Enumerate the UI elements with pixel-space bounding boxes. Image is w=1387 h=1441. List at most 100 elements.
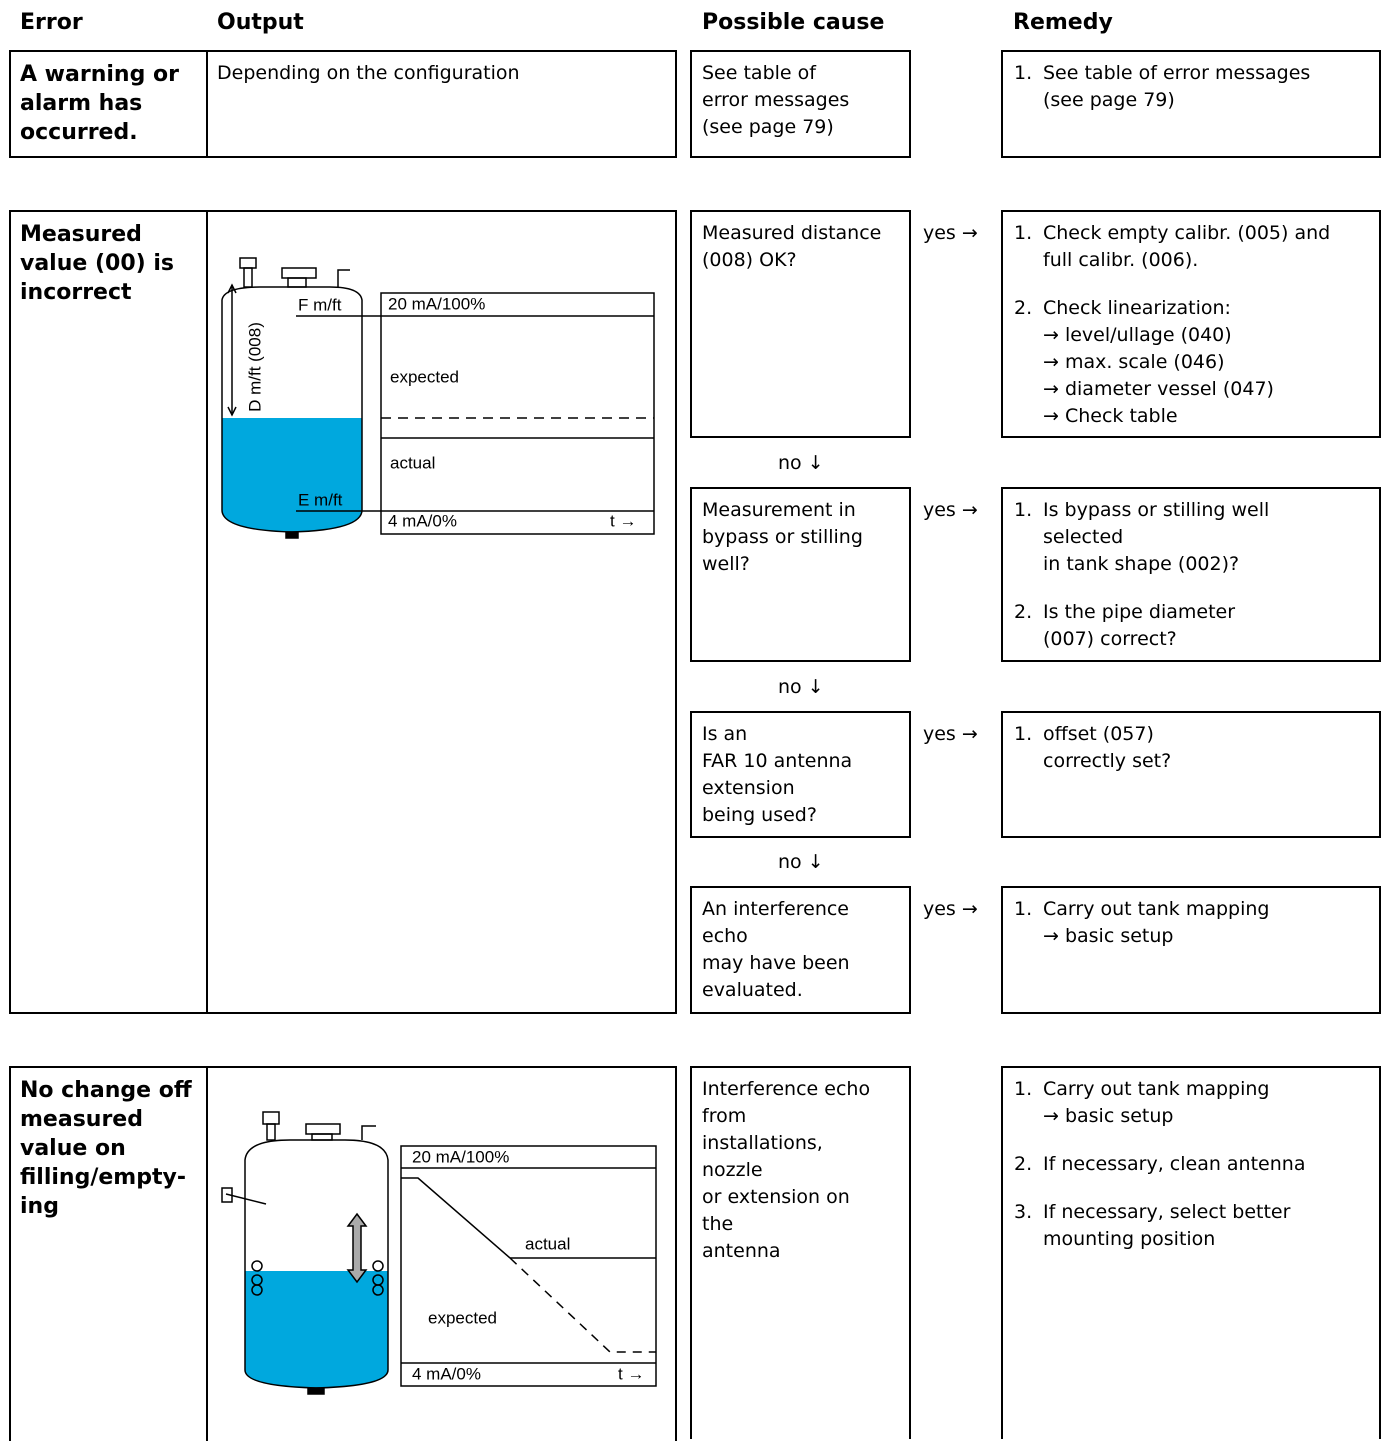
remedy-box [1001,487,1381,662]
error-text: value (00) is [20,251,174,276]
remedy-text: → diameter vessel (047) [1043,378,1274,400]
cause-box [690,210,911,438]
yes-link: yes → [923,723,978,745]
output-cell [206,50,677,158]
cause-text: Is an [702,723,748,745]
cause-text: Interference echo [702,1078,871,1100]
cause-text: (008) OK? [702,249,797,271]
diagram-label: 4 mA/0% [388,511,457,530]
remedy-number: 1. [1014,62,1033,84]
remedy-text: Carry out tank mapping [1043,898,1270,920]
cause-text: from [702,1105,747,1127]
error-text: incorrect [20,280,132,305]
diagram-label: 4 mA/0% [412,1364,481,1383]
remedy-number: 1. [1014,499,1033,521]
error-text: A warning or [20,62,179,87]
cause-text: extension [702,777,795,799]
diagram-label: expected [390,367,459,386]
cause-box [690,711,911,838]
cause-text: installations, [702,1132,823,1154]
diagram-label: F m/ft [298,295,342,314]
diagram-label: actual [525,1234,570,1253]
cause-text: FAR 10 antenna [702,750,853,772]
cause-text: the [702,1213,734,1235]
cause-box [690,886,911,1014]
cause-text: An interference [702,898,849,920]
remedy-number: 2. [1014,601,1033,623]
no-link: no ↓ [778,451,824,474]
cause-text: or extension on [702,1186,850,1208]
remedy-text: Check empty calibr. (005) and [1043,222,1331,244]
remedy-number: 2. [1014,297,1033,319]
diagram-label: 20 mA/100% [412,1147,509,1166]
error-text: ing [20,1194,59,1219]
cause-text: echo [702,925,748,947]
remedy-text: See table of error messages [1043,62,1311,84]
yes-link: yes → [923,499,978,521]
remedy-box [1001,1066,1381,1439]
remedy-text: full calibr. (006). [1043,249,1199,271]
remedy-text: → basic setup [1043,1105,1174,1127]
cause-text: well? [702,553,750,575]
cause-text: Measured distance [702,222,882,244]
remedy-text: Check linearization: [1043,297,1231,319]
yes-link: yes → [923,222,978,244]
error-text: alarm has [20,91,143,116]
error-text: value on [20,1136,126,1161]
no-link: no ↓ [778,675,824,698]
cause-text: bypass or stilling [702,526,863,548]
remedy-text: correctly set? [1043,750,1172,772]
remedy-number: 1. [1014,723,1033,745]
cause-text: See table of [702,62,816,84]
remedy-text: Carry out tank mapping [1043,1078,1270,1100]
column-header: Possible cause [702,10,885,35]
remedy-text: in tank shape (002)? [1043,553,1240,575]
column-header: Output [217,10,304,35]
remedy-number: 2. [1014,1153,1033,1175]
cause-text: may have been [702,952,850,974]
diagram-label: E m/ft [298,490,343,509]
remedy-text: → level/ullage (040) [1043,324,1232,346]
diagram-label: expected [428,1308,497,1327]
diagram-label: D m/ft (008) [245,322,264,412]
error-text: occurred. [20,120,138,145]
remedy-number: 1. [1014,1078,1033,1100]
output-cell [206,210,677,1014]
cause-text: being used? [702,804,817,826]
cause-box [690,50,911,158]
remedy-text: offset (057) [1043,723,1154,745]
diagram-label: t → [618,1364,644,1383]
error-text: No change off [20,1078,192,1103]
remedy-text: Is bypass or stilling well [1043,499,1270,521]
cause-box [690,1066,911,1439]
cause-text: (see page 79) [702,116,834,138]
remedy-text: selected [1043,526,1124,548]
remedy-box [1001,886,1381,1014]
error-text: Measured [20,222,142,247]
cause-text: evaluated. [702,979,803,1001]
cause-text: antenna [702,1240,781,1262]
remedy-text: → max. scale (046) [1043,351,1225,373]
column-header: Remedy [1013,10,1113,35]
remedy-box [1001,210,1381,438]
remedy-text: If necessary, select better [1043,1201,1291,1223]
output-cell [206,1066,677,1441]
tank-diagram-1 [221,257,655,539]
error-text: filling/empty- [20,1165,186,1190]
remedy-text: Is the pipe diameter [1043,601,1236,623]
cause-box [690,487,911,662]
cause-text: Measurement in [702,499,856,521]
no-link: no ↓ [778,851,824,873]
remedy-box [1001,711,1381,838]
remedy-text: If necessary, clean antenna [1043,1153,1306,1175]
output-text: Depending on the configuration [217,62,520,84]
remedy-text: (007) correct? [1043,628,1177,650]
error-text: measured [20,1107,143,1132]
column-header: Error [20,10,83,35]
diagram-label: actual [390,453,435,472]
remedy-box [1001,50,1381,158]
error-cell [9,210,208,1014]
remedy-text: mounting position [1043,1228,1216,1250]
cause-text: error messages [702,89,850,111]
